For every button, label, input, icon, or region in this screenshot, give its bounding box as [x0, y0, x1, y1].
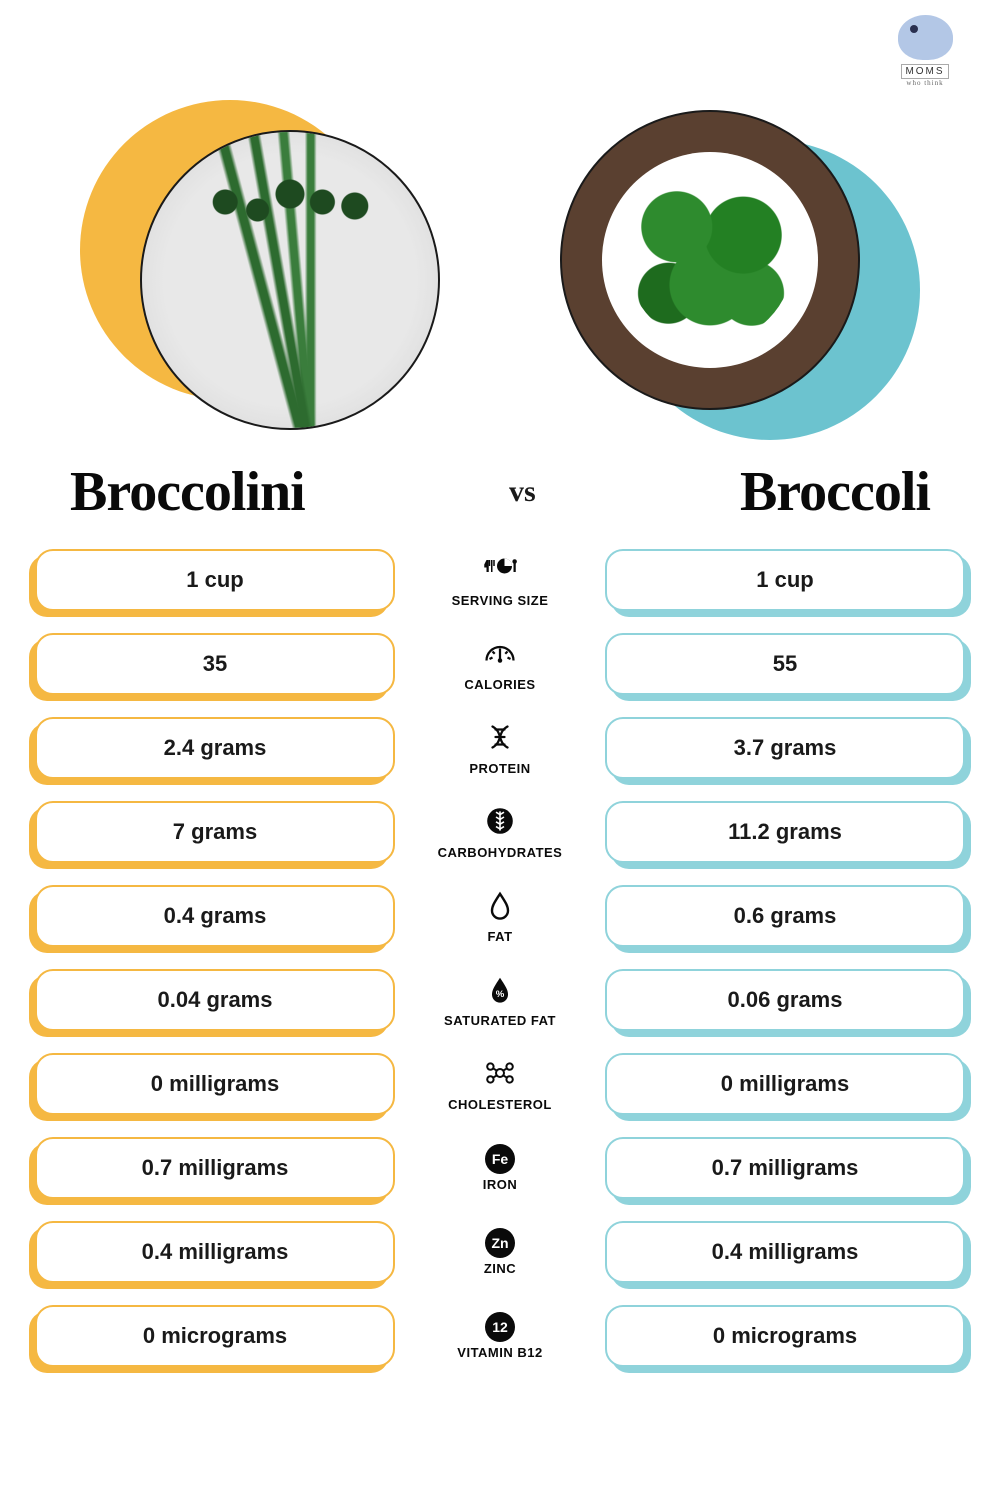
- metric-label-serving: SERVING SIZE: [452, 593, 549, 608]
- title-right: Broccoli: [740, 460, 930, 524]
- fat-icon: [482, 889, 518, 926]
- pill-left-zinc: 0.4 milligrams: [35, 1221, 395, 1283]
- logo-tagline: who think: [906, 79, 943, 87]
- pill-right-protein: 3.7 grams: [605, 717, 965, 779]
- pill-left-iron: 0.7 milligrams: [35, 1137, 395, 1199]
- metric-label-zinc: ZINC: [484, 1261, 516, 1276]
- pill-right-satfat: 0.06 grams: [605, 969, 965, 1031]
- brand-logo: MOMS who think: [880, 15, 970, 105]
- metric-label-chol: CHOLESTEROL: [448, 1097, 552, 1112]
- metric-label-b12: VITAMIN B12: [457, 1345, 542, 1360]
- plate-broccolini: [140, 130, 440, 430]
- logo-brand: MOMS: [901, 64, 948, 79]
- pill-right-fat: 0.6 grams: [605, 885, 965, 947]
- calories-icon: [482, 637, 518, 674]
- title-row: Broccolini vs Broccoli: [0, 450, 1000, 549]
- vs-label: vs: [509, 475, 536, 509]
- pill-right-serving: 1 cup: [605, 549, 965, 611]
- metric-calories: CALORIES: [410, 637, 590, 692]
- pill-right-calories: 55: [605, 633, 965, 695]
- comparison-grid: 1 cup SERVING SIZE 1 cup 35 CALORIES 55 2.4 gr…: [0, 549, 1000, 1367]
- hero-image-broccoli: [560, 110, 910, 430]
- pill-right-b12: 0 micrograms: [605, 1305, 965, 1367]
- metric-fat: FAT: [410, 889, 590, 944]
- metric-satfat: % SATURATED FAT: [410, 973, 590, 1028]
- serving-icon: [482, 553, 518, 590]
- bird-icon: [898, 15, 953, 60]
- metric-label-iron: IRON: [483, 1177, 518, 1192]
- broccoli-illustration: [602, 152, 818, 368]
- metric-carbs: CARBOHYDRATES: [410, 805, 590, 860]
- hero-row: [0, 0, 1000, 450]
- pill-left-calories: 35: [35, 633, 395, 695]
- pill-left-b12: 0 micrograms: [35, 1305, 395, 1367]
- metric-b12: 12 VITAMIN B12: [410, 1312, 590, 1360]
- metric-label-calories: CALORIES: [464, 677, 535, 692]
- pill-right-carbs: 11.2 grams: [605, 801, 965, 863]
- chol-icon: [482, 1057, 518, 1094]
- iron-icon: Fe: [485, 1144, 515, 1174]
- title-left: Broccolini: [70, 460, 305, 524]
- metric-iron: Fe IRON: [410, 1144, 590, 1192]
- metric-label-protein: PROTEIN: [469, 761, 530, 776]
- b12-icon: 12: [485, 1312, 515, 1342]
- metric-chol: CHOLESTEROL: [410, 1057, 590, 1112]
- pill-left-chol: 0 milligrams: [35, 1053, 395, 1115]
- metric-serving: SERVING SIZE: [410, 553, 590, 608]
- broccolini-illustration: [142, 132, 438, 428]
- carbs-icon: [482, 805, 518, 842]
- pill-left-carbs: 7 grams: [35, 801, 395, 863]
- satfat-icon: %: [482, 973, 518, 1010]
- metric-label-fat: FAT: [487, 929, 512, 944]
- pill-right-chol: 0 milligrams: [605, 1053, 965, 1115]
- pill-left-serving: 1 cup: [35, 549, 395, 611]
- zinc-icon: Zn: [485, 1228, 515, 1258]
- hero-image-broccolini: [90, 110, 440, 430]
- pill-left-satfat: 0.04 grams: [35, 969, 395, 1031]
- metric-zinc: Zn ZINC: [410, 1228, 590, 1276]
- metric-label-carbs: CARBOHYDRATES: [438, 845, 563, 860]
- protein-icon: [482, 721, 518, 758]
- pill-left-protein: 2.4 grams: [35, 717, 395, 779]
- pill-right-zinc: 0.4 milligrams: [605, 1221, 965, 1283]
- pill-left-fat: 0.4 grams: [35, 885, 395, 947]
- pill-right-iron: 0.7 milligrams: [605, 1137, 965, 1199]
- metric-label-satfat: SATURATED FAT: [444, 1013, 556, 1028]
- svg-text:%: %: [496, 989, 505, 1000]
- metric-protein: PROTEIN: [410, 721, 590, 776]
- plate-broccoli: [560, 110, 860, 410]
